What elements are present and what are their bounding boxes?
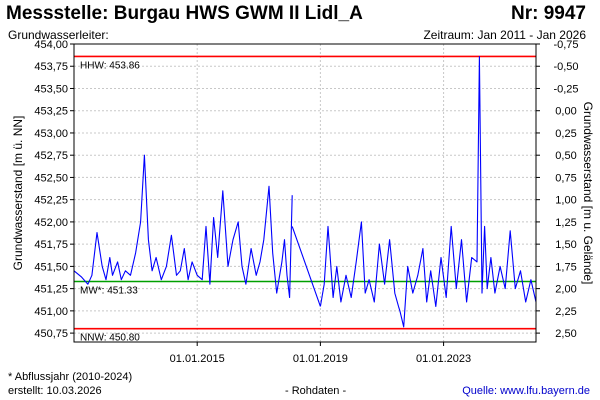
x-tick-label: 01.01.2015 xyxy=(170,353,225,365)
reference-lines: HHW: 453.86 MW*: 451.33 NNW: 450.80 xyxy=(74,55,536,344)
y-tick-label: 452,00 xyxy=(34,217,68,229)
created-date: erstellt: 10.03.2026 xyxy=(8,385,102,397)
plot-frame xyxy=(73,43,537,343)
y-tick-label-right: 1,50 xyxy=(555,239,576,251)
y-tick-label: 453,75 xyxy=(34,61,68,73)
y-tick-label-right: 0,25 xyxy=(555,128,576,140)
y-tick-label: 451,75 xyxy=(34,239,68,251)
series-groundwater-level xyxy=(73,55,537,328)
reference-line-label: HHW: 453.86 xyxy=(80,60,140,71)
raw-data-note: - Rohdaten - xyxy=(285,385,347,397)
station-number: Nr: 9947 xyxy=(511,3,586,24)
y-tick-label-right: 2,50 xyxy=(555,328,576,340)
y-tick-label: 451,00 xyxy=(34,306,68,318)
y-tick-label: 452,25 xyxy=(34,195,68,207)
y-tick-label: 451,50 xyxy=(34,261,68,273)
period-label: Zeitraum: Jan 2011 - Jan 2026 xyxy=(423,28,586,42)
series-line-segment xyxy=(73,154,293,299)
y-tick-label-right: -0,50 xyxy=(553,61,578,73)
y-tick-label: 453,50 xyxy=(34,83,68,95)
y-tick-label-right: 1,75 xyxy=(555,261,576,273)
footnote: * Abflussjahr (2010-2024) xyxy=(8,371,133,383)
y-tick-label-right: 0,00 xyxy=(555,106,576,118)
y-tick-label: 452,75 xyxy=(34,150,68,162)
y-tick-label-right: 1,00 xyxy=(555,195,576,207)
series-line-segment xyxy=(319,55,537,328)
station-title: Messstelle: Burgau HWS GWM II Lidl_A xyxy=(6,3,363,24)
y-tick-label-right: 2,25 xyxy=(555,306,576,318)
y-tick-label: 450,75 xyxy=(34,328,68,340)
reference-line-label: MW*: 451.33 xyxy=(80,286,138,297)
reference-line-label: NNW: 450.80 xyxy=(80,333,140,344)
y-axis-left: 454,00 453,75 453,50 453,25 453,00 452,75 452,… xyxy=(34,39,74,340)
y-tick-label: 452,50 xyxy=(34,172,68,184)
y-tick-label-right: 0,75 xyxy=(555,172,576,184)
x-tick-label: 01.01.2019 xyxy=(293,353,348,365)
y-tick-label: 453,00 xyxy=(34,128,68,140)
y-tick-label-right: -0,75 xyxy=(553,39,578,51)
y-tick-label-right: -0,25 xyxy=(553,83,578,95)
y-axis-label-right: Grundwasserstand [m u. Gelände] xyxy=(581,102,595,285)
y-axis-right: -0,75 -0,50 -0,25 0,00 0,25 0,50 0,75 1,00 1,25 1… xyxy=(536,39,579,340)
source-link[interactable]: Quelle: www.lfu.bayern.de xyxy=(462,385,590,397)
x-tick-label: 01.01.2023 xyxy=(416,353,471,365)
y-tick-label: 451,25 xyxy=(34,284,68,296)
y-tick-label-right: 1,25 xyxy=(555,217,576,229)
aquifer-label: Grundwasserleiter: xyxy=(8,28,109,42)
y-tick-label-right: 2,00 xyxy=(555,284,576,296)
y-tick-label-right: 0,50 xyxy=(555,150,576,162)
y-tick-label: 454,00 xyxy=(34,39,68,51)
y-tick-label: 453,25 xyxy=(34,106,68,118)
x-axis: 01.01.2015 01.01.2019 01.01.2023 xyxy=(170,342,471,365)
series-line-segment xyxy=(291,226,321,307)
y-axis-label: Grundwasserstand [m ü. NN] xyxy=(11,116,25,271)
